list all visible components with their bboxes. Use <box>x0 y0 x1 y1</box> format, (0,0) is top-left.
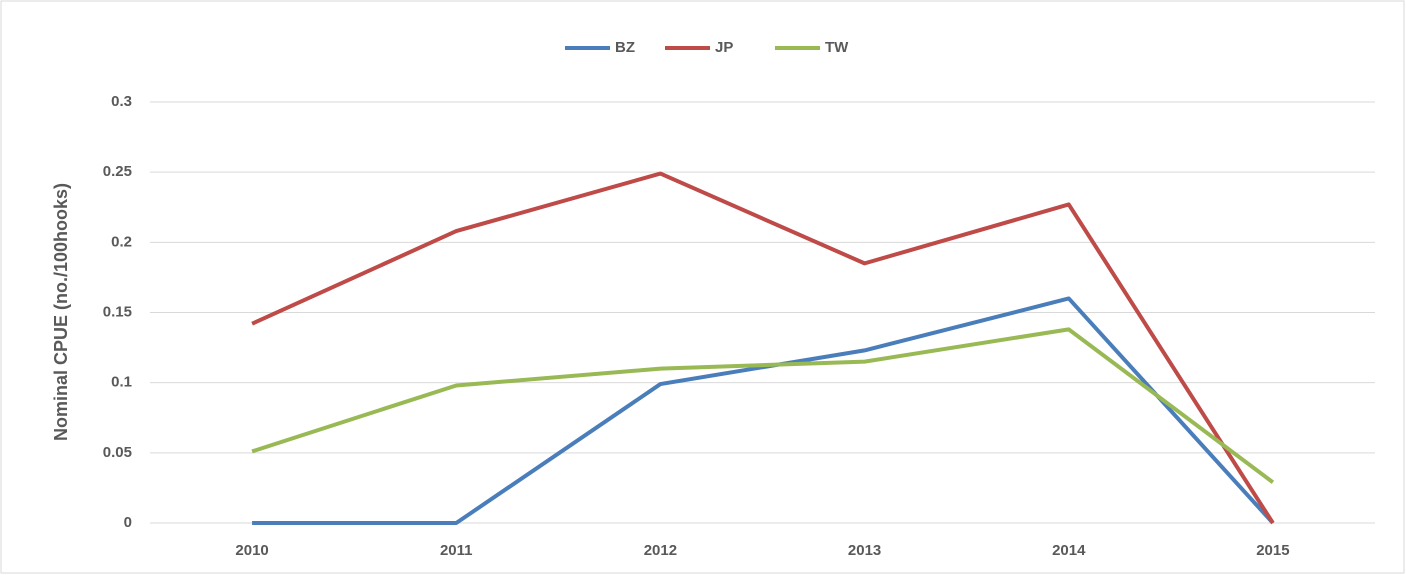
x-tick-label: 2010 <box>235 542 268 559</box>
legend-label: JP <box>715 39 733 56</box>
y-tick-label: 0.3 <box>111 93 132 110</box>
y-tick-label: 0.25 <box>103 163 132 180</box>
series-line <box>251 171 1275 525</box>
y-tick-label: 0.1 <box>111 374 132 391</box>
series-line <box>251 327 1275 484</box>
x-tick-label: 2013 <box>848 542 881 559</box>
legend-label: TW <box>825 39 849 56</box>
y-axis-title: Nominal CPUE (no./100hooks) <box>51 183 71 441</box>
x-tick-label: 2015 <box>1256 542 1289 559</box>
y-tick-label: 0.05 <box>103 444 132 461</box>
x-tick-label: 2012 <box>644 542 677 559</box>
y-tick-label: 0.15 <box>103 303 132 320</box>
series-line <box>252 296 1275 525</box>
x-tick-label: 2014 <box>1052 542 1086 559</box>
legend-label: BZ <box>615 39 635 56</box>
y-tick-label: 0 <box>124 514 132 531</box>
y-tick-label: 0.2 <box>111 233 132 250</box>
x-tick-label: 2011 <box>440 542 473 559</box>
